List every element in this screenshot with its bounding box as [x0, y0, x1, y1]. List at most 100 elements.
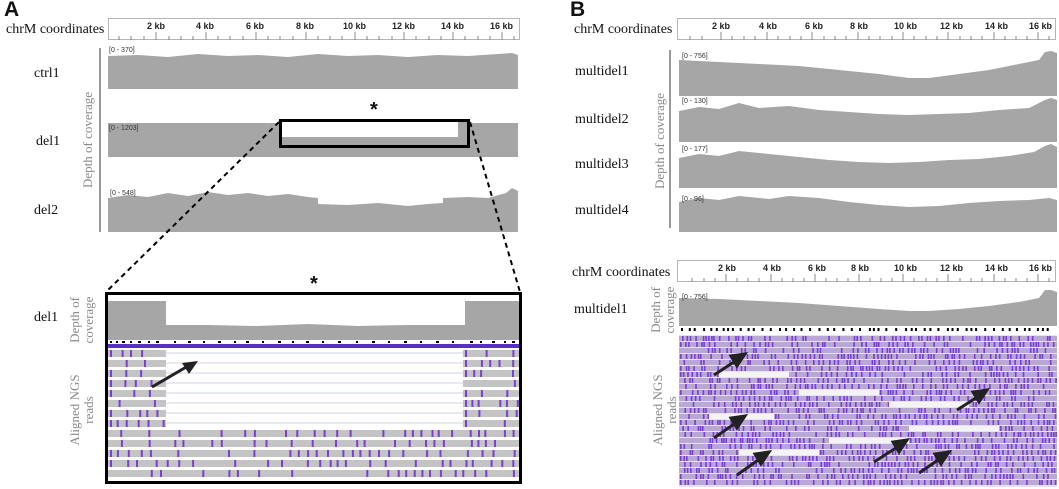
mismatch-mark: [791, 336, 793, 341]
mismatch-mark: [976, 438, 979, 443]
mismatch-mark: [703, 366, 706, 371]
mismatch-mark: [124, 380, 127, 387]
mismatch-mark: [1032, 438, 1034, 443]
mismatch-mark: [793, 444, 796, 449]
mismatch-mark: [709, 378, 711, 383]
mismatch-mark: [867, 468, 870, 473]
mismatch-mark: [757, 408, 759, 413]
mismatch-mark: [758, 396, 761, 401]
mismatch-mark: [421, 470, 424, 477]
mismatch-mark: [804, 402, 806, 407]
mismatch-mark: [1022, 450, 1024, 455]
mismatch-mark: [697, 354, 700, 359]
mismatch-mark: [958, 360, 961, 365]
coverage-dot: [1023, 328, 1026, 331]
mismatch-mark: [130, 350, 132, 357]
mismatch-mark: [750, 444, 753, 449]
mismatch-mark: [735, 336, 737, 341]
mismatch-mark: [1017, 456, 1020, 461]
mismatch-mark: [726, 348, 728, 353]
mismatch-mark: [110, 450, 112, 457]
mismatch-mark: [1011, 396, 1013, 401]
mismatch-mark: [900, 432, 902, 437]
mismatch-mark: [715, 462, 718, 467]
mismatch-mark: [703, 360, 705, 365]
mismatch-mark: [936, 462, 938, 467]
mismatch-mark: [211, 440, 214, 447]
mismatch-mark: [941, 468, 944, 473]
mismatch-mark: [822, 444, 824, 449]
mismatch-mark: [713, 480, 716, 485]
mismatch-mark: [307, 450, 310, 457]
mismatch-mark: [110, 370, 112, 377]
mismatch-mark: [899, 336, 902, 341]
mismatch-mark: [820, 462, 823, 467]
mismatch-mark: [994, 378, 996, 383]
mismatch-mark: [691, 450, 694, 455]
mismatch-mark: [885, 456, 888, 461]
mismatch-mark: [909, 336, 912, 341]
mismatch-mark: [234, 460, 237, 467]
mismatch-mark: [850, 468, 853, 473]
mismatch-mark: [958, 354, 961, 359]
coverage-dot: [905, 328, 908, 331]
ruler-tick-label: 8 kb: [850, 21, 869, 31]
mismatch-mark: [991, 444, 994, 449]
mismatch-mark: [942, 474, 944, 479]
mismatch-mark: [1015, 384, 1017, 389]
mismatch-mark: [751, 432, 754, 437]
mismatch-mark: [960, 480, 963, 485]
mismatch-mark: [747, 360, 749, 365]
mismatch-mark: [110, 420, 112, 427]
mismatch-mark: [1002, 372, 1005, 377]
mismatch-mark: [297, 450, 300, 457]
mismatch-mark: [864, 402, 866, 407]
aligned-read: [463, 420, 519, 427]
mismatch-mark: [911, 420, 914, 425]
mismatch-mark: [1040, 456, 1043, 461]
mismatch-mark: [755, 438, 758, 443]
mismatch-mark: [1012, 450, 1015, 455]
mismatch-mark: [871, 366, 874, 371]
mismatch-mark: [798, 348, 800, 353]
mismatch-mark: [946, 342, 949, 347]
mismatch-mark: [818, 354, 821, 359]
mismatch-mark: [989, 390, 992, 395]
mismatch-mark: [1032, 426, 1034, 431]
coverage-dot: [946, 328, 949, 331]
mismatch-mark: [976, 462, 978, 467]
mismatch-mark: [480, 370, 483, 377]
mismatch-mark: [689, 408, 692, 413]
mismatch-mark: [713, 396, 716, 401]
mismatch-mark: [1017, 348, 1019, 353]
mismatch-mark: [808, 444, 811, 449]
mismatch-mark: [150, 470, 153, 477]
mismatch-mark: [499, 400, 502, 407]
coverage-dot: [722, 328, 725, 331]
mismatch-mark: [845, 450, 847, 455]
mismatch-mark: [725, 474, 727, 479]
mismatch-mark: [878, 402, 881, 407]
coverage-dot: [993, 328, 995, 331]
mismatch-mark: [684, 480, 687, 485]
mismatch-mark: [485, 350, 488, 357]
aligned-read: [108, 360, 166, 367]
mismatch-mark: [854, 480, 856, 485]
mismatch-mark: [965, 366, 967, 371]
mismatch-mark: [686, 336, 689, 341]
mismatch-mark: [848, 480, 851, 485]
mismatch-mark: [506, 410, 509, 417]
mismatch-mark: [1046, 336, 1049, 341]
mismatch-mark: [963, 390, 966, 395]
mismatch-mark: [885, 426, 888, 431]
mismatch-mark: [884, 414, 887, 419]
mismatch-mark: [899, 348, 901, 353]
mismatch-mark: [972, 360, 975, 365]
mismatch-mark: [794, 384, 797, 389]
mismatch-mark: [930, 378, 933, 383]
mismatch-mark: [835, 432, 837, 437]
mismatch-mark: [120, 430, 123, 437]
mismatch-mark: [1001, 342, 1003, 347]
mismatch-mark: [983, 408, 985, 413]
mismatch-mark: [265, 440, 268, 447]
